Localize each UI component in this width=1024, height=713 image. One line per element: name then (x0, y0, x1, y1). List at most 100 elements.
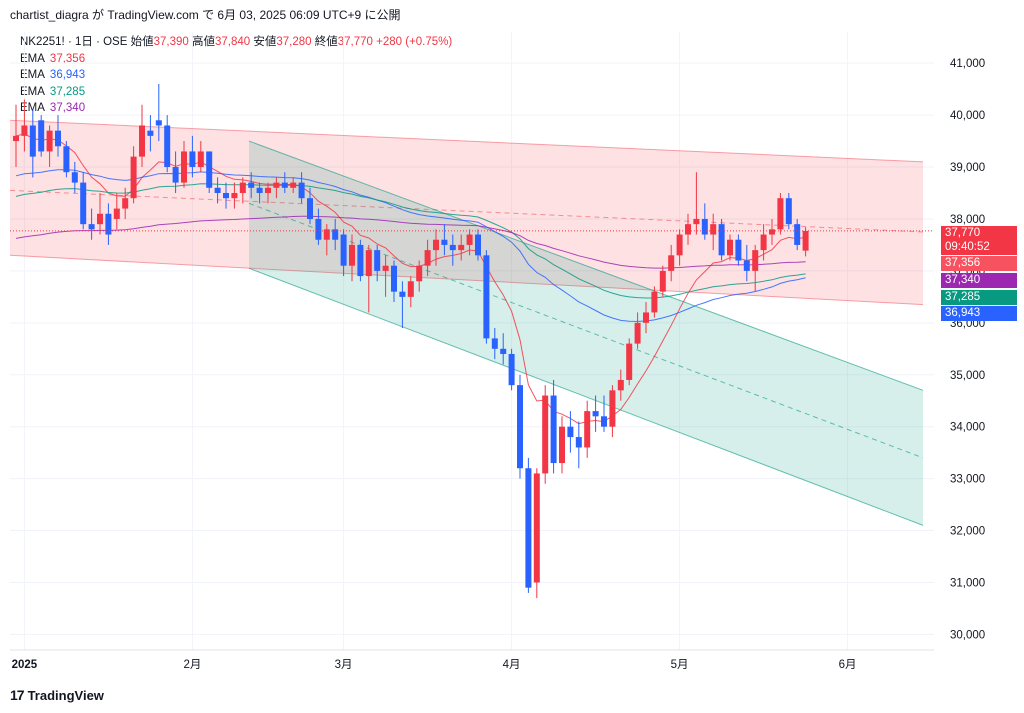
candle-body (155, 120, 162, 126)
ohlc-row[interactable]: NK2251! · 1日 · OSE 始値37,390 高値37,840 安値3… (20, 34, 452, 51)
y-tick-label: 41,000 (950, 58, 985, 70)
candle-body (651, 291, 658, 313)
close-label: 終値 (314, 36, 338, 48)
candle-body (500, 348, 507, 354)
symbol-info[interactable]: NK2251! · 1日 · OSE (20, 36, 128, 48)
candle-body (21, 125, 28, 136)
candle-body (407, 281, 414, 297)
price-tag: 37,770 (941, 226, 1017, 241)
tradingview-logo-icon: 17 (10, 687, 25, 703)
candle-body (718, 224, 725, 256)
y-tick-label: 35,000 (950, 370, 985, 382)
candle-body (643, 312, 649, 323)
candle-body (340, 234, 347, 266)
price-tag: 36,943 (941, 306, 1017, 321)
candle-body (668, 255, 675, 271)
open-value: 37,390 (153, 36, 189, 48)
brand-label: TradingView (27, 687, 104, 703)
candle-body (542, 395, 549, 474)
candle-body (710, 224, 717, 235)
candle-body (399, 291, 406, 297)
candle-body (508, 353, 515, 386)
candle-body (223, 192, 229, 199)
candle-body (122, 198, 129, 209)
candle-body (785, 198, 792, 225)
candle-body (307, 198, 313, 219)
candle-body (71, 172, 78, 183)
candle-body (265, 187, 271, 193)
candle-body (458, 244, 465, 251)
y-tick-label: 33,000 (950, 474, 985, 486)
y-tick-label: 39,000 (950, 162, 985, 174)
candle-body (659, 270, 666, 292)
candle-body (63, 146, 70, 173)
candle-body (38, 120, 45, 152)
red-channel-bottom (9, 254, 924, 306)
candle-body (491, 338, 498, 349)
green-channel-top (248, 140, 924, 391)
candle-body (634, 322, 641, 344)
candle-body (769, 229, 775, 235)
candle-body (676, 234, 683, 256)
candle-body (231, 192, 238, 199)
candle-body (533, 473, 540, 583)
candle-body (416, 265, 423, 282)
x-tick-label: 2月 (183, 659, 201, 671)
red-channel-top (9, 119, 924, 163)
candle-body (130, 156, 137, 199)
ema-value-3: 37,285 (49, 85, 86, 98)
candle-body (735, 239, 742, 261)
ema-row-1[interactable]: EMA 37,356 (20, 51, 452, 68)
y-tick-label: 38,000 (950, 214, 985, 226)
candle-body (685, 224, 691, 235)
green-channel (249, 141, 923, 526)
candle-body (794, 224, 801, 245)
candle-body (567, 426, 574, 438)
candle-body (164, 125, 171, 168)
candle-body (441, 239, 448, 245)
candle-body (55, 130, 61, 147)
candle-body (466, 234, 473, 245)
candle-body (139, 125, 145, 157)
candle-body (777, 198, 784, 230)
change-value: +280 (+0.75%) (376, 36, 453, 48)
high-label: 高値 (191, 36, 215, 48)
ema-value-1: 37,356 (49, 52, 86, 65)
close-value: 37,770 (337, 36, 373, 48)
candle-body (609, 390, 616, 427)
candle-body (559, 426, 565, 464)
candle-body (248, 182, 255, 188)
price-tag: 37,340 (941, 273, 1017, 288)
ema-row-2[interactable]: EMA 36,943 (20, 67, 452, 84)
high-value: 37,840 (214, 36, 251, 48)
ema-line-2 (15, 169, 806, 322)
ema-label: EMA (20, 102, 45, 114)
ema-label: EMA (20, 85, 45, 98)
candle-body (298, 182, 305, 199)
candle-body (802, 230, 809, 251)
footer-brand[interactable]: 17 TradingView (10, 687, 104, 703)
price-tag: 37,356 (941, 256, 1017, 271)
ema-row-3[interactable]: EMA 37,285 (20, 84, 452, 101)
ema-row-4[interactable]: EMA 37,340 (20, 100, 452, 117)
candle-body (752, 250, 759, 271)
candle-body (365, 250, 372, 277)
candle-body (172, 167, 179, 183)
candle-body (483, 255, 490, 339)
x-tick-label: 4月 (503, 659, 521, 671)
candle-body (701, 218, 708, 235)
y-tick-label: 40,000 (950, 110, 985, 122)
candle-body (743, 260, 750, 271)
candle-body (693, 218, 700, 225)
y-tick-label: 31,000 (950, 577, 985, 589)
candle-body (113, 208, 120, 219)
candle-body (46, 130, 53, 152)
x-tick-label: 2025 (12, 659, 38, 671)
candle-body (617, 379, 624, 391)
candle-body (181, 151, 187, 183)
y-tick-label: 30,000 (950, 629, 985, 641)
publish-line: chartist_diagra が TradingView.com で 6月 0… (10, 8, 401, 22)
green-channel-bottom (248, 267, 924, 526)
open-label: 始値 (130, 36, 154, 48)
